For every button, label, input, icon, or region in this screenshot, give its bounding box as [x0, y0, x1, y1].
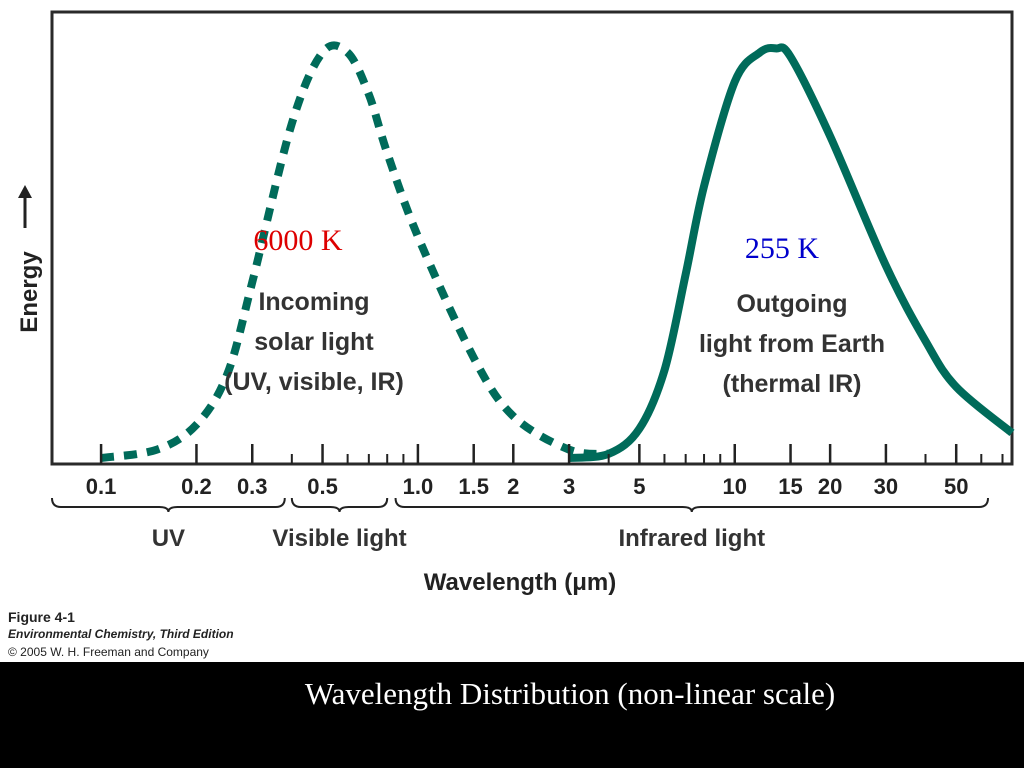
x-tick-label: 1.0 [403, 474, 434, 499]
x-tick-label: 1.5 [458, 474, 489, 499]
x-tick-label: 20 [818, 474, 842, 499]
region-bracket [394, 497, 989, 513]
slide-caption: Wavelength Distribution (non-linear scal… [304, 676, 836, 711]
region-bracket [290, 497, 389, 513]
region-bracket [51, 497, 286, 513]
x-tick-label: 2 [507, 474, 519, 499]
y-axis-arrow [18, 185, 32, 228]
plot-frame [50, 10, 1014, 466]
x-tick-label: 15 [778, 474, 802, 499]
region-label: Infrared light [618, 525, 765, 552]
series-annotation-line: solar light [254, 328, 374, 356]
region-label: Visible light [272, 525, 406, 552]
region-label: UV [152, 525, 185, 552]
series-temperature-label: 255 K [745, 232, 820, 265]
x-tick-label: 0.1 [86, 474, 117, 499]
x-tick-label: 5 [633, 474, 645, 499]
series-annotation-line: Outgoing [736, 290, 847, 318]
series-annotation-line: light from Earth [699, 330, 885, 358]
x-tick-label: 0.5 [307, 474, 338, 499]
energy-wavelength-chart: 0.1 0.2 0.3 0.5 1.0 1.5 2 3 5 10 15 20 30 50 UV Visibl… [16, 10, 1015, 596]
x-tick-label: 3 [563, 474, 575, 499]
figure-copyright: © 2005 W. H. Freeman and Company [8, 645, 209, 659]
x-tick-label: 0.3 [237, 474, 268, 499]
series-curve-0 [100, 41, 610, 462]
series-annotation-line: Incoming [258, 288, 369, 316]
series-curve-1 [568, 43, 1015, 462]
series-temperature-label: 6000 K [253, 224, 343, 257]
x-tick-label: 30 [874, 474, 898, 499]
figure-book-title: Environmental Chemistry, Third Edition [8, 627, 234, 641]
figure-number: Figure 4-1 [8, 609, 75, 625]
x-tick-label: 50 [944, 474, 968, 499]
series-annotation-line: (thermal IR) [723, 370, 862, 398]
x-tick-label: 10 [723, 474, 747, 499]
y-axis-label: Energy [16, 251, 43, 333]
caption-bar [0, 662, 1024, 768]
series-annotation-line: (UV, visible, IR) [224, 368, 404, 396]
x-tick-label: 0.2 [181, 474, 212, 499]
x-axis-label: Wavelength (μm) [424, 569, 616, 596]
